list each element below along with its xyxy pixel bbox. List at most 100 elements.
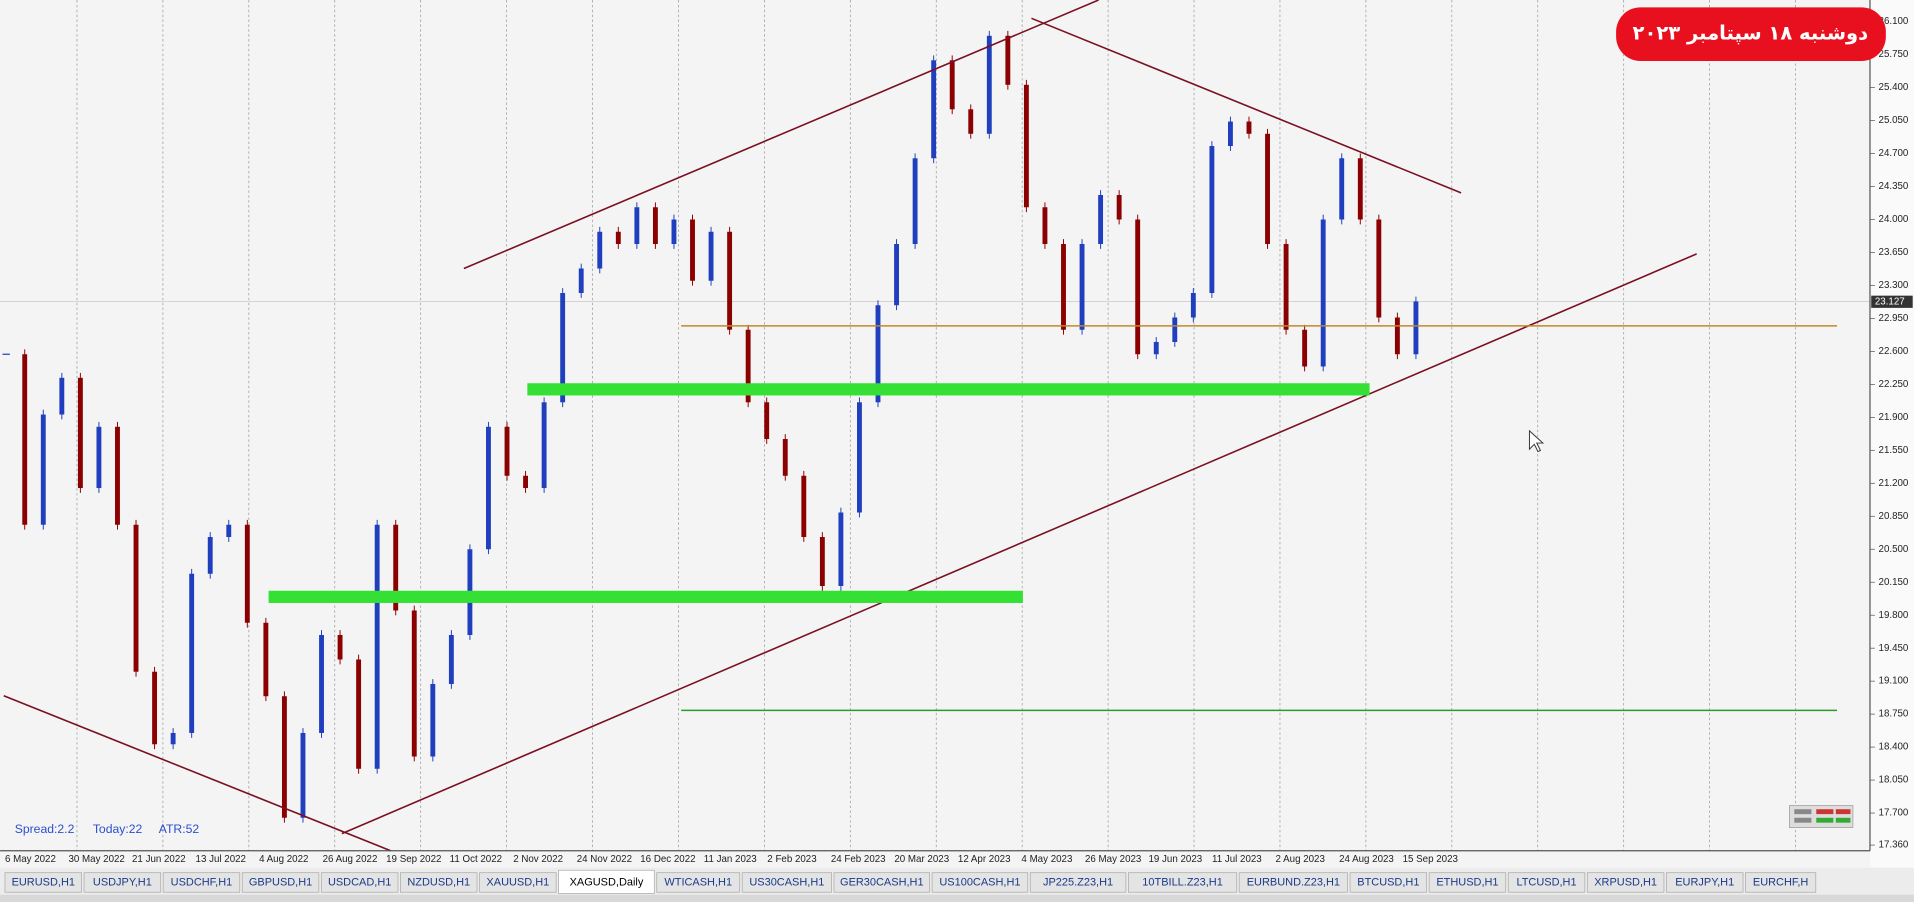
y-tick-label: 18.400 bbox=[1879, 742, 1909, 753]
tab[interactable] bbox=[741, 872, 832, 893]
channel-upper-line bbox=[463, 0, 1099, 270]
candle bbox=[133, 524, 139, 672]
candle bbox=[875, 305, 881, 403]
y-tick-label: 26.100 bbox=[1879, 16, 1909, 27]
tab-label: EURBUND.Z23,H1 bbox=[1247, 876, 1340, 888]
tab[interactable] bbox=[1029, 872, 1127, 893]
channel-lower-line bbox=[341, 253, 1697, 835]
support-zone bbox=[268, 590, 1023, 603]
x-tick-label: 11 Jul 2023 bbox=[1212, 854, 1262, 865]
x-tick-label: 26 Aug 2022 bbox=[323, 854, 378, 865]
candle bbox=[96, 426, 102, 489]
x-tick-label: 20 Mar 2023 bbox=[894, 854, 949, 865]
tab[interactable] bbox=[241, 872, 320, 893]
candle bbox=[504, 426, 510, 476]
candle bbox=[727, 231, 733, 330]
y-tick-label: 25.400 bbox=[1879, 82, 1909, 93]
y-tick-label: 25.750 bbox=[1879, 49, 1909, 60]
candle bbox=[1116, 195, 1122, 220]
x-tick-label: 16 Dec 2022 bbox=[640, 854, 695, 865]
y-tick-label: 23.300 bbox=[1879, 280, 1909, 291]
x-tick-label: 21 Jun 2022 bbox=[132, 854, 186, 865]
tab[interactable] bbox=[1586, 872, 1665, 893]
x-tick-label: 30 May 2022 bbox=[68, 854, 124, 865]
candle bbox=[801, 475, 807, 538]
x-tick-label: 2 Nov 2022 bbox=[513, 854, 563, 865]
x-tick-label: 4 May 2023 bbox=[1021, 854, 1072, 865]
tab[interactable] bbox=[656, 872, 741, 893]
atr-text: ATR:52 bbox=[159, 822, 200, 836]
candle bbox=[1042, 207, 1048, 245]
candle bbox=[448, 634, 454, 684]
x-tick-label: 26 May 2023 bbox=[1085, 854, 1141, 865]
candle bbox=[207, 537, 213, 574]
candle bbox=[1209, 146, 1215, 293]
candle bbox=[1153, 341, 1159, 355]
tab[interactable] bbox=[1745, 872, 1817, 893]
x-tick-label: 6 May 2022 bbox=[5, 854, 56, 865]
one-click-icon[interactable] bbox=[1789, 805, 1854, 828]
candle bbox=[597, 231, 603, 269]
tab[interactable] bbox=[558, 869, 655, 894]
today-text: Today:22 bbox=[93, 822, 143, 836]
y-tick-label: 24.350 bbox=[1879, 181, 1909, 192]
current-price-label: 23.127 bbox=[1875, 296, 1905, 307]
tab[interactable] bbox=[1666, 872, 1744, 893]
candle bbox=[1394, 317, 1400, 355]
candle bbox=[968, 109, 974, 134]
candle bbox=[1283, 244, 1289, 330]
tab[interactable] bbox=[1428, 872, 1507, 893]
tab-label: XAUUSD,H1 bbox=[486, 876, 549, 888]
candle bbox=[819, 537, 825, 586]
candle bbox=[430, 683, 436, 757]
y-tick-label: 23.650 bbox=[1879, 247, 1909, 258]
candle bbox=[1339, 158, 1345, 220]
y-tick-label: 22.250 bbox=[1879, 379, 1909, 390]
candle bbox=[560, 292, 566, 403]
y-tick-label: 18.050 bbox=[1879, 775, 1909, 786]
candle bbox=[912, 158, 918, 245]
tab[interactable] bbox=[83, 872, 162, 893]
tab[interactable] bbox=[931, 872, 1029, 893]
x-tick-label: 15 Sep 2023 bbox=[1403, 854, 1458, 865]
tab[interactable] bbox=[479, 872, 557, 893]
tab[interactable] bbox=[400, 872, 478, 893]
candle bbox=[764, 402, 770, 440]
tab-label: LTCUSD,H1 bbox=[1516, 876, 1576, 888]
tab[interactable] bbox=[1238, 872, 1348, 893]
candle bbox=[615, 231, 621, 245]
tab[interactable] bbox=[1128, 872, 1238, 893]
y-tick-label: 19.100 bbox=[1879, 676, 1909, 687]
candle bbox=[319, 634, 324, 733]
y-tick-label: 19.800 bbox=[1879, 610, 1909, 621]
candle bbox=[1357, 158, 1363, 220]
x-tick-label: 13 Jul 2022 bbox=[196, 854, 246, 865]
candle bbox=[300, 732, 306, 818]
candle bbox=[77, 377, 83, 489]
support-zone bbox=[527, 383, 1370, 396]
x-tick-label: 19 Jun 2023 bbox=[1149, 854, 1203, 865]
candle bbox=[894, 244, 899, 306]
spread-text: Spread:2.2 bbox=[15, 822, 75, 836]
candle bbox=[1265, 133, 1270, 245]
candle bbox=[782, 439, 788, 476]
tab-label: BTCUSD,H1 bbox=[1357, 876, 1419, 888]
tab[interactable] bbox=[1507, 872, 1586, 893]
tab[interactable] bbox=[320, 872, 399, 893]
tab[interactable] bbox=[833, 872, 931, 893]
tab-label: EURCHF,H bbox=[1753, 876, 1809, 888]
y-tick-label: 21.550 bbox=[1879, 445, 1909, 456]
tab[interactable] bbox=[4, 872, 82, 893]
candle bbox=[189, 573, 195, 733]
y-tick-label: 20.150 bbox=[1879, 577, 1909, 588]
tab-label: NZDUSD,H1 bbox=[407, 876, 470, 888]
y-tick-label: 24.700 bbox=[1879, 148, 1909, 159]
y-tick-label: 20.850 bbox=[1879, 511, 1909, 522]
descending-line bbox=[3, 694, 391, 852]
tab[interactable] bbox=[162, 872, 241, 893]
resistance-line bbox=[1031, 17, 1462, 194]
candle bbox=[40, 414, 46, 525]
tab[interactable] bbox=[1349, 872, 1428, 893]
tab-label: ETHUSD,H1 bbox=[1436, 876, 1498, 888]
candle bbox=[1302, 329, 1308, 367]
